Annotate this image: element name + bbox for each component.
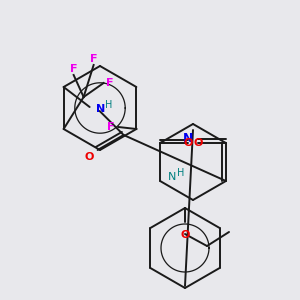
Text: F: F (90, 54, 98, 64)
Text: F: F (70, 64, 77, 74)
Text: H: H (105, 100, 112, 110)
Text: N: N (168, 172, 176, 182)
Text: O: O (85, 152, 94, 162)
Text: N: N (183, 132, 193, 145)
Text: O: O (194, 138, 203, 148)
Text: F: F (106, 78, 113, 88)
Text: O: O (183, 138, 193, 148)
Text: N: N (96, 104, 105, 114)
Text: F: F (106, 122, 114, 132)
Text: H: H (177, 168, 184, 178)
Text: O: O (180, 230, 190, 240)
